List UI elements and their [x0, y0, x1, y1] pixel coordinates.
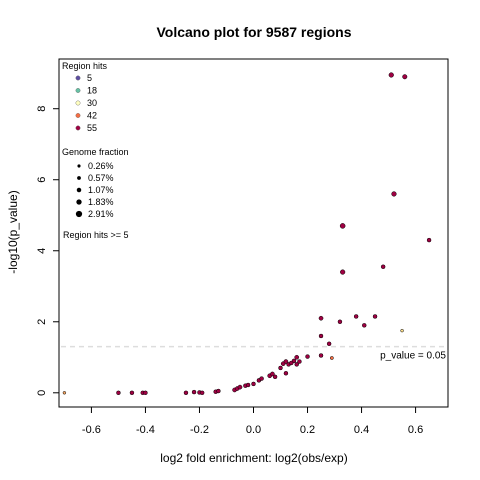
x-tick-label: 0.2 — [300, 424, 315, 436]
legend-swatch — [75, 88, 81, 93]
legend-region-hits-title: Region hits — [62, 61, 108, 71]
legend-region-hits-label: 55 — [87, 123, 97, 133]
data-point — [318, 333, 324, 339]
legend-genome-fraction-label: 1.07% — [88, 185, 114, 195]
data-point — [318, 315, 324, 321]
data-point — [291, 358, 297, 364]
chart-title: Volcano plot for 9587 regions — [156, 24, 351, 40]
legend-swatch — [75, 75, 81, 81]
legend-size-marker — [77, 164, 81, 168]
data-point — [362, 323, 367, 328]
data-point — [216, 388, 221, 394]
y-tick-label: 8 — [36, 106, 48, 112]
legend-genome-fraction-label: 0.57% — [88, 173, 114, 183]
legend-region-hits: Region hits 5 18 30 42 55 — [62, 61, 108, 133]
data-point — [297, 359, 302, 364]
x-axis-label: log2 fold enrichment: log2(obs/exp) — [160, 451, 347, 465]
data-point — [372, 314, 378, 319]
data-point — [294, 362, 299, 367]
data-point — [237, 384, 243, 390]
data-point — [270, 371, 275, 377]
x-tick-label: 0.0 — [246, 424, 261, 436]
data-point — [272, 374, 278, 380]
data-point — [318, 353, 324, 358]
threshold-label: p_value = 0.05 — [380, 351, 446, 362]
x-tick-label: -0.4 — [136, 424, 155, 436]
data-point — [245, 382, 251, 388]
data-point — [391, 191, 397, 197]
data-point — [143, 390, 148, 396]
y-axis: 0 2 4 6 8 — [36, 106, 59, 396]
data-point — [129, 390, 135, 396]
data-point — [326, 341, 332, 347]
y-tick-label: 2 — [36, 319, 48, 325]
data-point — [426, 237, 432, 243]
legend-genome-fraction-label: 0.26% — [88, 161, 114, 171]
x-tick-label: 0.4 — [354, 424, 369, 436]
x-axis: -0.6 -0.4 -0.2 0.0 0.2 0.4 0.6 — [82, 407, 423, 436]
legend-genome-fraction-label: 1.83% — [88, 197, 114, 207]
legend-region-hits-label: 30 — [87, 98, 97, 108]
data-point — [400, 328, 404, 333]
legend-swatch — [75, 113, 81, 118]
data-point — [183, 390, 189, 396]
data-point — [294, 354, 300, 360]
legend-genome-fraction: Genome fraction 0.26% 0.57% 1.07% 1.83% 2.91… — [62, 147, 129, 219]
data-point — [283, 371, 289, 376]
legend-region-hits-label: 18 — [87, 86, 97, 96]
x-tick-label: -0.6 — [82, 424, 101, 436]
legend-region-hits-label: 42 — [87, 111, 97, 121]
y-tick-label: 4 — [36, 248, 48, 254]
legend-size-marker — [76, 187, 82, 193]
data-point — [353, 314, 359, 319]
legend-genome-fraction-label: 2.91% — [88, 209, 114, 219]
legend-size-marker — [77, 176, 81, 180]
y-tick-label: 0 — [36, 390, 48, 396]
data-point — [388, 72, 394, 78]
data-point — [62, 391, 67, 395]
data-point — [402, 74, 408, 80]
data-point — [337, 319, 343, 325]
legend-genome-fraction-title: Genome fraction — [62, 147, 129, 157]
data-point — [305, 354, 310, 359]
data-point — [116, 390, 121, 396]
data-point — [329, 356, 334, 360]
legend-size-marker — [76, 199, 82, 205]
data-point — [251, 381, 256, 387]
data-point — [339, 223, 346, 229]
legend-swatch — [75, 125, 81, 131]
legend-swatch — [75, 100, 81, 106]
data-point — [191, 389, 197, 395]
legend-size-marker — [75, 210, 83, 218]
data-point — [380, 264, 386, 269]
y-tick-label: 6 — [36, 177, 48, 183]
data-point — [199, 390, 205, 396]
data-point — [283, 359, 289, 364]
x-tick-label: 0.6 — [408, 424, 423, 436]
region-hits-note: Region hits >= 5 — [63, 230, 129, 240]
legend-region-hits-label: 5 — [87, 73, 92, 83]
data-point — [278, 365, 283, 371]
data-point — [259, 376, 264, 381]
data-point — [340, 269, 346, 275]
data-points — [62, 72, 432, 396]
x-tick-label: -0.2 — [190, 424, 209, 436]
y-axis-label: -log10(p_value) — [6, 190, 20, 273]
